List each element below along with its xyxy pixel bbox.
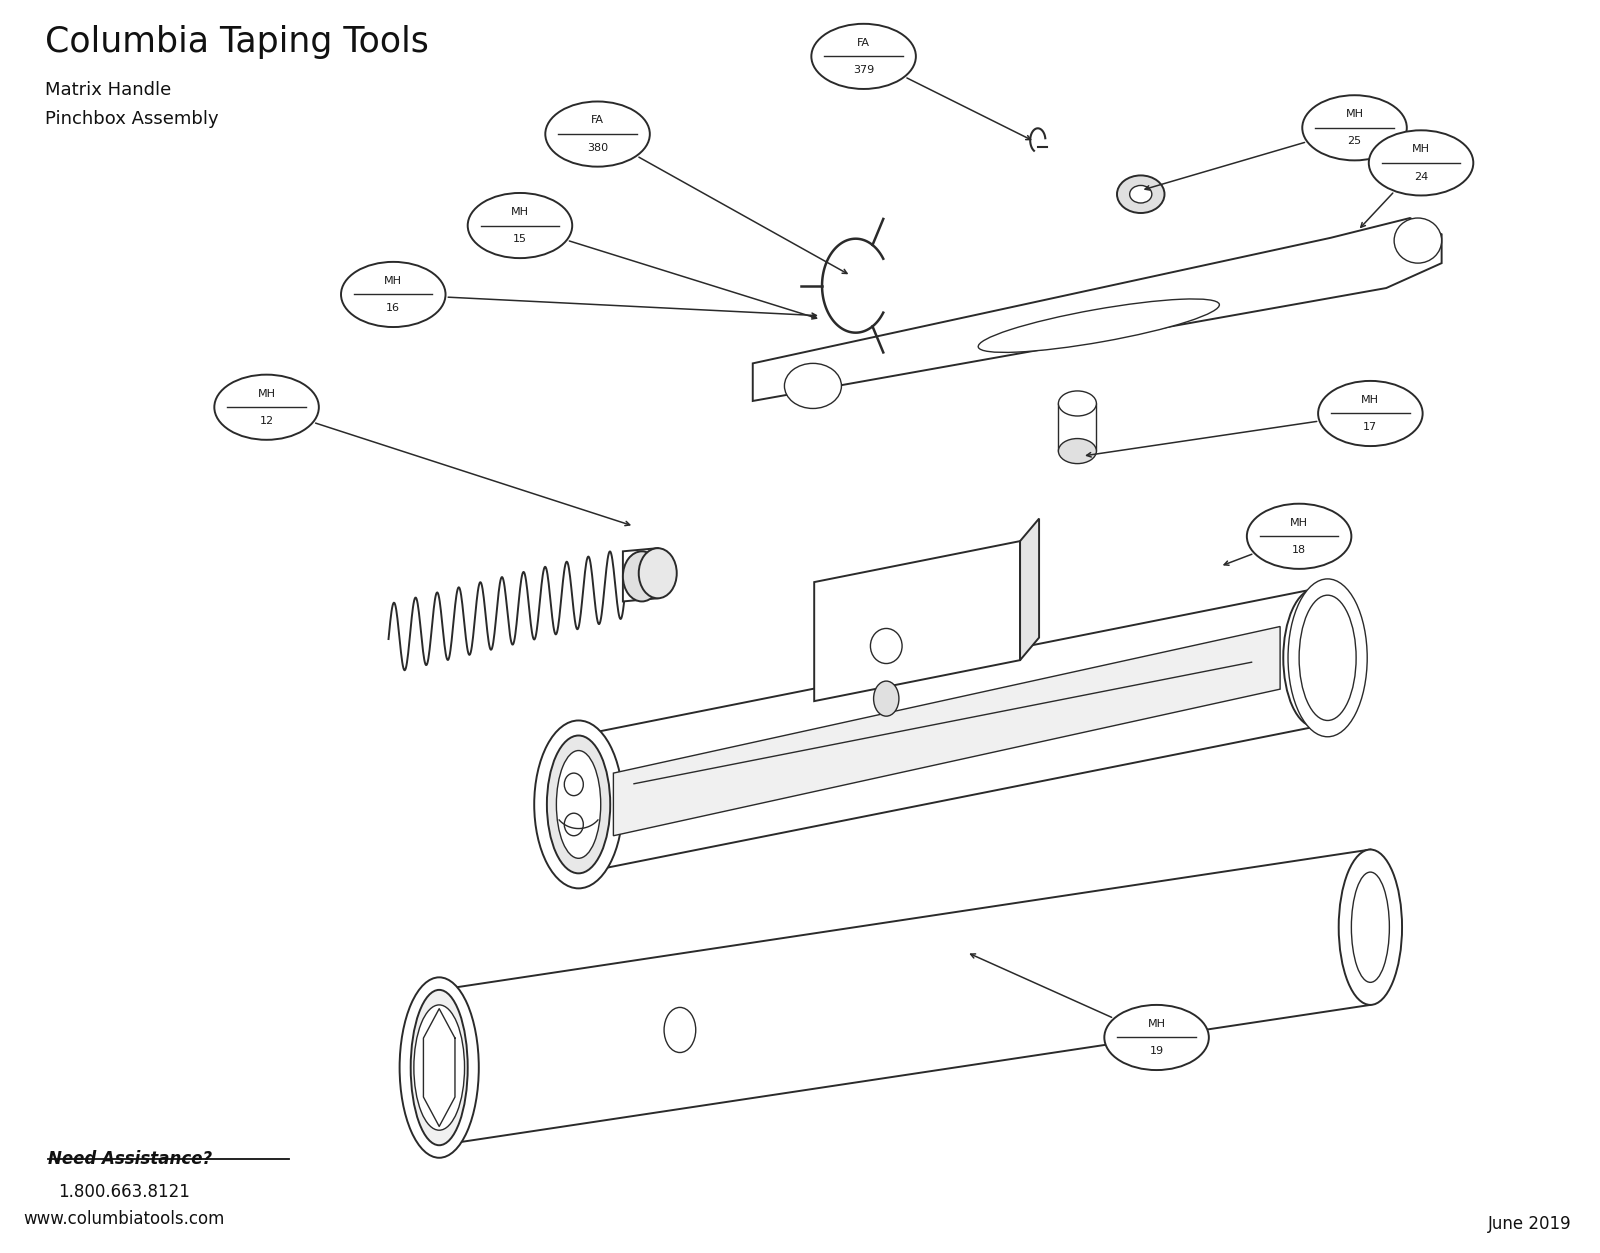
Ellipse shape — [565, 773, 584, 796]
Text: MH: MH — [510, 207, 530, 217]
Ellipse shape — [1299, 595, 1357, 720]
Text: 379: 379 — [853, 65, 874, 75]
Text: 12: 12 — [259, 416, 274, 426]
Text: FA: FA — [858, 38, 870, 48]
Text: Need Assistance?: Need Assistance? — [48, 1150, 213, 1168]
Ellipse shape — [534, 720, 622, 888]
Polygon shape — [1021, 519, 1038, 660]
Text: MH: MH — [1413, 144, 1430, 154]
Text: MH: MH — [1290, 517, 1309, 528]
Ellipse shape — [1283, 589, 1347, 727]
Ellipse shape — [400, 977, 478, 1158]
Polygon shape — [622, 548, 658, 601]
Text: Matrix Handle: Matrix Handle — [45, 81, 171, 99]
Ellipse shape — [1368, 130, 1474, 195]
Ellipse shape — [547, 736, 610, 873]
Text: www.columbiatools.com: www.columbiatools.com — [24, 1210, 224, 1228]
Text: 19: 19 — [1149, 1046, 1163, 1056]
Ellipse shape — [1104, 1005, 1210, 1070]
Ellipse shape — [557, 751, 600, 858]
Text: 18: 18 — [1293, 545, 1306, 555]
Ellipse shape — [467, 193, 573, 258]
Ellipse shape — [1288, 579, 1368, 737]
Ellipse shape — [978, 299, 1219, 352]
Ellipse shape — [1352, 872, 1389, 982]
Ellipse shape — [341, 262, 445, 327]
Ellipse shape — [811, 24, 915, 89]
Ellipse shape — [622, 551, 661, 601]
Ellipse shape — [664, 1007, 696, 1053]
Ellipse shape — [784, 363, 842, 408]
Ellipse shape — [1394, 218, 1442, 263]
Text: MH: MH — [1147, 1019, 1165, 1029]
Polygon shape — [438, 850, 1370, 1145]
Polygon shape — [613, 626, 1280, 836]
Text: 15: 15 — [514, 234, 526, 244]
Text: MH: MH — [384, 276, 402, 286]
Ellipse shape — [1318, 381, 1422, 446]
Polygon shape — [1058, 403, 1096, 451]
Text: MH: MH — [1362, 395, 1379, 405]
Text: Columbia Taping Tools: Columbia Taping Tools — [45, 25, 429, 59]
Polygon shape — [752, 218, 1442, 401]
Text: 380: 380 — [587, 143, 608, 153]
Text: June 2019: June 2019 — [1488, 1215, 1571, 1233]
Ellipse shape — [546, 101, 650, 167]
Ellipse shape — [411, 990, 467, 1145]
Polygon shape — [814, 541, 1021, 702]
Text: 25: 25 — [1347, 137, 1362, 147]
Text: 24: 24 — [1414, 172, 1429, 182]
Text: 16: 16 — [386, 303, 400, 313]
Ellipse shape — [1246, 504, 1352, 569]
Text: MH: MH — [1346, 109, 1363, 119]
Ellipse shape — [414, 1005, 464, 1130]
Ellipse shape — [1117, 175, 1165, 213]
Ellipse shape — [638, 548, 677, 598]
Ellipse shape — [1058, 439, 1096, 464]
Text: 1.800.663.8121: 1.800.663.8121 — [58, 1183, 190, 1200]
Ellipse shape — [565, 813, 584, 836]
Ellipse shape — [1130, 185, 1152, 203]
Ellipse shape — [870, 629, 902, 664]
Ellipse shape — [874, 682, 899, 717]
Ellipse shape — [214, 375, 318, 440]
Polygon shape — [579, 589, 1315, 873]
Ellipse shape — [1339, 850, 1402, 1005]
Ellipse shape — [1302, 95, 1406, 160]
Ellipse shape — [1058, 391, 1096, 416]
Text: Pinchbox Assembly: Pinchbox Assembly — [45, 110, 219, 128]
Text: 17: 17 — [1363, 422, 1378, 432]
Text: FA: FA — [590, 115, 605, 125]
Text: MH: MH — [258, 388, 275, 398]
